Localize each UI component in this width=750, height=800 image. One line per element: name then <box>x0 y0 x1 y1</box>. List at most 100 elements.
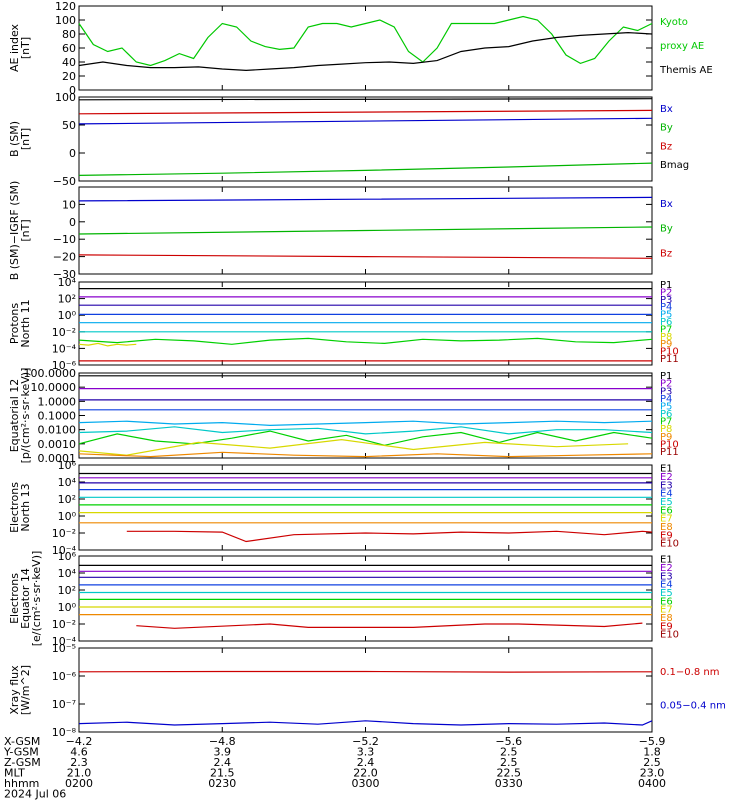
xaxis-row-value: 0230 <box>208 777 236 790</box>
series-line-e9 <box>126 530 653 543</box>
series-line-p8 <box>78 342 137 347</box>
series-line-bz <box>78 254 653 259</box>
y-tick-label: 10² <box>58 584 76 597</box>
y-tick-label: 40 <box>62 56 76 69</box>
y-tick-label: 10² <box>58 493 76 506</box>
legend-entry: P7 <box>660 324 672 335</box>
xaxis-row-value: −5.2 <box>352 735 379 748</box>
legend-entry: E3 <box>660 480 673 491</box>
legend-entry: Bx <box>660 199 673 210</box>
y-tick-label: 10⁻⁴ <box>52 635 77 648</box>
xaxis-row-value: 2.4 <box>357 756 375 769</box>
series-line-p5 <box>78 420 653 427</box>
legend-entry: E10 <box>660 630 679 641</box>
xaxis-row-value: −4.8 <box>209 735 236 748</box>
legend-entry: E6 <box>660 505 673 516</box>
xaxis-row-value: 22.0 <box>353 767 378 780</box>
legend-entry: E2 <box>660 472 673 483</box>
xaxis-row-label: Y-GSM <box>3 746 39 759</box>
legend-entry: E1 <box>660 555 673 566</box>
y-tick-label: 10⁻² <box>52 326 76 339</box>
xaxis-row-value: −5.6 <box>495 735 522 748</box>
legend-entry: P8 <box>660 332 672 343</box>
series-line-0-1-0-8-nm <box>78 670 653 673</box>
y-axis-label: AE index <box>8 23 21 72</box>
y-tick-label: 1.0000 <box>38 395 77 408</box>
y-axis-label: Equator 14 <box>19 568 32 629</box>
legend-entry: P9 <box>660 432 672 443</box>
xaxis-row-label: X-GSM <box>4 735 40 748</box>
series-line-bx <box>78 196 653 202</box>
xaxis-row-label: Z-GSM <box>4 756 41 769</box>
legend-entry: Bz <box>660 141 672 152</box>
series-line-by <box>78 226 653 235</box>
series-line-p7 <box>78 337 653 345</box>
y-tick-label: 10⁻⁵ <box>52 642 76 655</box>
xaxis-row-value: −5.9 <box>639 735 666 748</box>
series-line-kyoto-proxy-ae <box>78 15 653 67</box>
legend-entry: P1 <box>660 280 672 291</box>
legend-entry: P10 <box>660 439 679 450</box>
y-tick-label: −50 <box>53 175 76 188</box>
xaxis-row-value: 2.3 <box>70 756 88 769</box>
legend-entry: E5 <box>660 588 673 599</box>
legend-entry: E3 <box>660 571 673 582</box>
series-line-by <box>78 162 653 176</box>
legend-entry: P5 <box>660 401 672 412</box>
xaxis-row-value: 21.5 <box>210 767 235 780</box>
legend-entry: Bx <box>660 104 673 115</box>
y-axis-label: North 11 <box>19 299 32 347</box>
y-tick-label: 10⁴ <box>58 567 77 580</box>
y-tick-label: 80 <box>62 28 76 41</box>
y-axis-label: Electrons <box>8 482 21 533</box>
y-tick-label: 10² <box>58 293 76 306</box>
series-line-bmag <box>78 98 653 101</box>
y-tick-label: 10⁶ <box>58 550 77 563</box>
series-line-themis-ae <box>78 31 653 72</box>
y-axis-label: [nT] <box>19 37 32 59</box>
series-line-bz <box>78 109 653 115</box>
xaxis-row-value: 2.5 <box>643 756 661 769</box>
y-tick-label: 10⁻² <box>52 527 76 540</box>
y-axis-label: B (SM)−IGRF (SM) <box>8 181 21 281</box>
xaxis-row-value: 0300 <box>352 777 380 790</box>
y-tick-label: 0.0100 <box>38 424 77 437</box>
y-axis-label: Electrons <box>8 573 21 624</box>
legend-entry: P2 <box>660 379 672 390</box>
panel-frame <box>78 372 653 459</box>
legend-entry: E1 <box>660 464 673 475</box>
legend-entry: P4 <box>660 394 672 405</box>
date-label: 2024 Jul 06 <box>4 788 66 800</box>
legend-entry: Themis AE <box>659 65 713 76</box>
series-line-e9 <box>136 622 643 629</box>
panel-frame <box>78 647 653 733</box>
y-tick-label: 0 <box>69 216 76 229</box>
y-tick-label: 0.0001 <box>38 452 77 465</box>
xaxis-row-value: 2.4 <box>214 756 232 769</box>
panel-3: −30 −20 −10 0 10 B (SM)−IGRF (SM)[nT] Bx By Bz <box>8 181 673 281</box>
legend-entry: 0.1−0.8 nm <box>660 667 719 678</box>
legend-entry: E5 <box>660 497 673 508</box>
y-tick-label: 120 <box>55 0 76 13</box>
legend-entry: P3 <box>660 295 672 306</box>
y-tick-label: 10⁻² <box>52 618 76 631</box>
y-tick-label: 10⁻⁸ <box>52 726 77 739</box>
xaxis-row-label: hhmm <box>4 777 39 790</box>
y-tick-label: −10 <box>53 233 76 246</box>
xaxis-row-value: 21.0 <box>67 767 92 780</box>
series-line-p8 <box>78 438 629 456</box>
y-tick-label: 10⁻⁴ <box>52 544 77 557</box>
legend-entry: E10 <box>660 539 679 550</box>
y-axis-label: North 13 <box>19 483 32 531</box>
legend-entry: By <box>660 123 673 134</box>
xaxis-row-value: 3.9 <box>214 746 232 759</box>
y-axis-label: [nT] <box>19 219 32 241</box>
legend-entry: P2 <box>660 287 672 298</box>
xaxis-row-value: 4.6 <box>70 746 88 759</box>
panel-2: −50 0 50 100 B (SM)[nT] Bx By Bz Bmag <box>8 91 689 188</box>
